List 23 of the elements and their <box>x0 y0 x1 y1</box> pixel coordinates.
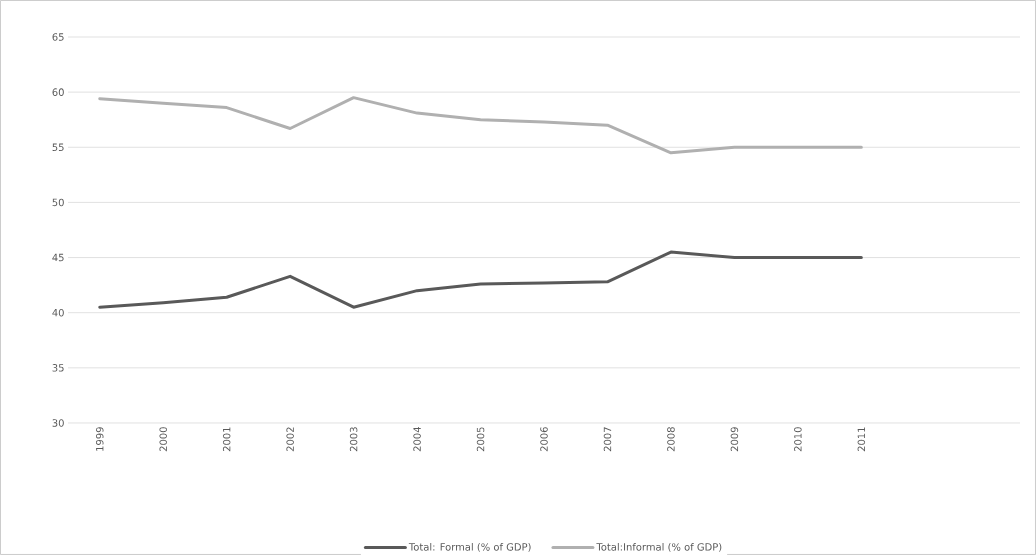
y-tick-label: 30 <box>52 419 64 427</box>
y-tick-label: 65 <box>52 33 64 41</box>
x-tick-label: 1999 <box>95 427 104 451</box>
y-tick-label: 50 <box>52 198 64 207</box>
x-tick-label: 2002 <box>286 427 294 452</box>
y-tick-label: 60 <box>52 88 64 96</box>
x-tick-label: 2000 <box>159 427 167 452</box>
x-tick-label: 2008 <box>667 427 675 452</box>
y-tick-label: 40 <box>52 308 64 317</box>
y-tick-label: 45 <box>52 253 64 262</box>
x-tick-label: 2009 <box>730 427 739 452</box>
y-tick-label: 55 <box>52 143 64 151</box>
x-tick-label: 2010 <box>794 427 802 452</box>
x-tick-label: 2003 <box>349 427 358 452</box>
legend-label: Total: Formal (% of GDP) <box>408 542 531 552</box>
x-tick-label: 2006 <box>540 427 548 452</box>
x-tick-label: 2007 <box>603 427 612 452</box>
x-tick-label: 2011 <box>857 427 866 452</box>
x-tick-label: 2005 <box>476 427 485 452</box>
legend-label: Total:Informal (% of GDP) <box>596 542 722 552</box>
y-tick-label: 35 <box>52 364 64 372</box>
x-tick-label: 2004 <box>413 427 421 452</box>
x-tick-label: 2001 <box>222 427 231 452</box>
